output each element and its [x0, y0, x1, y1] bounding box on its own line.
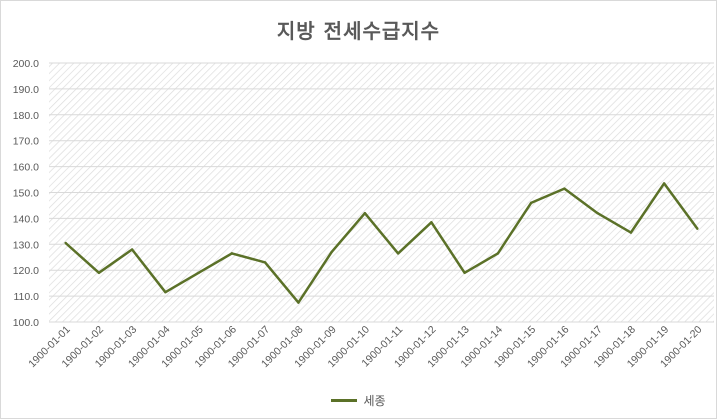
y-axis-labels: 100.0 110.0 120.0 130.0 140.0 150.0 160.0 170.0… — [13, 58, 39, 329]
y-tick-label: 110.0 — [14, 291, 40, 303]
gridlines — [49, 62, 714, 323]
series-layer — [64, 182, 699, 304]
data-point — [629, 231, 633, 234]
legend: 세종 — [1, 392, 716, 409]
data-point — [496, 252, 500, 255]
data-point — [396, 252, 400, 255]
y-tick-label: 170.0 — [13, 136, 39, 148]
legend-label: 세종 — [363, 394, 386, 408]
data-point — [330, 250, 333, 254]
data-point — [596, 212, 599, 215]
series-line — [64, 182, 699, 304]
y-tick-label: 130.0 — [13, 239, 39, 251]
y-tick-label: 140.0 — [13, 213, 39, 225]
data-point — [64, 241, 67, 245]
data-point — [164, 291, 167, 294]
data-point — [563, 187, 566, 190]
data-point — [230, 252, 234, 255]
y-tick-label: 180.0 — [13, 110, 39, 122]
chart-title: 지방 전세수급지수 — [276, 19, 441, 43]
y-tick-label: 150.0 — [13, 188, 39, 200]
data-point — [463, 271, 466, 274]
data-point — [130, 248, 134, 251]
data-point — [97, 271, 101, 274]
y-tick-label: 200.0 — [13, 58, 39, 70]
data-point — [662, 182, 666, 185]
data-point — [263, 261, 267, 264]
y-tick-label: 190.0 — [13, 84, 39, 96]
y-tick-label: 160.0 — [13, 162, 39, 174]
data-point — [529, 201, 533, 205]
data-point — [696, 227, 699, 230]
data-point — [363, 212, 367, 215]
data-point — [430, 221, 433, 224]
y-tick-label: 120.0 — [13, 265, 39, 277]
legend-swatch — [331, 399, 358, 402]
y-tick-label: 100.0 — [13, 317, 39, 329]
data-point — [297, 301, 300, 304]
x-axis-labels: 1900-01-011900-01-021900-01-031900-01-04… — [26, 324, 704, 371]
data-point — [197, 271, 200, 274]
